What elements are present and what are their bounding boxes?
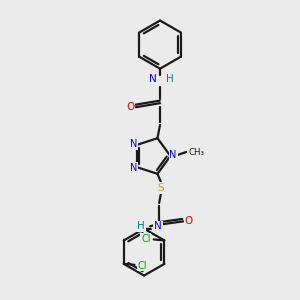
Text: N: N <box>154 221 162 231</box>
Text: S: S <box>158 183 164 193</box>
Text: N: N <box>130 163 137 173</box>
Text: N: N <box>149 74 157 84</box>
Text: Cl: Cl <box>141 234 151 244</box>
Text: H: H <box>166 74 174 84</box>
Text: O: O <box>126 102 134 112</box>
Text: O: O <box>185 216 193 226</box>
Text: H: H <box>137 221 145 231</box>
Text: CH₃: CH₃ <box>188 148 205 157</box>
Text: N: N <box>130 139 137 149</box>
Text: Cl: Cl <box>137 260 147 271</box>
Text: N: N <box>169 150 177 161</box>
